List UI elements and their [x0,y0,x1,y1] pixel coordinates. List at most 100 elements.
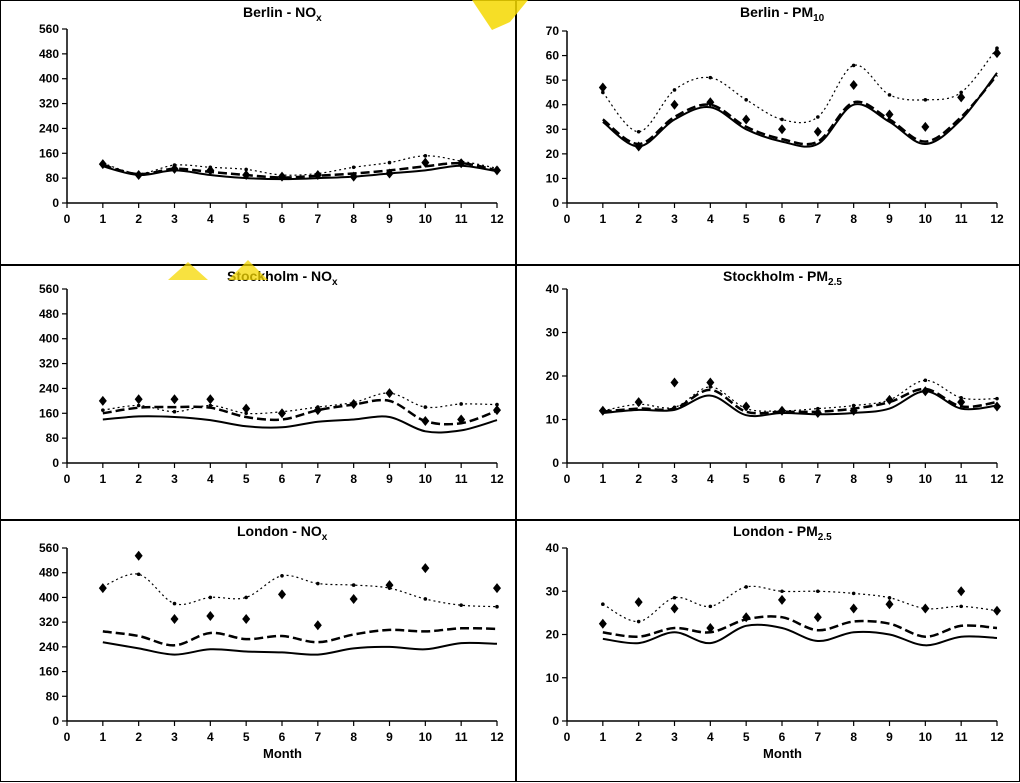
data-point-marker [493,405,501,416]
x-tick-label: 2 [635,730,642,744]
series-point-dotted [672,88,677,92]
series-point-dotted [708,75,713,80]
x-tick-label: 10 [419,472,433,486]
x-tick-label: 8 [850,212,857,226]
x-tick-label: 8 [350,730,357,744]
data-point-marker [385,580,394,591]
series-point-dotted [744,98,748,102]
chart-title-text: Berlin - NO [243,4,317,20]
x-tick-label: 4 [207,212,214,226]
x-tick-label: 4 [707,472,714,486]
y-tick-label: 560 [39,282,59,296]
y-tick-label: 240 [39,640,59,654]
x-axis-label: Month [263,746,302,761]
series-point-dotted [851,591,856,596]
chart-title-text: London - PM [733,523,818,539]
chart-panel-4: 0 80 160 240 320 400 480 560 0 1 2 3 4 5 6 7 8 9 10 11 12 Lon… [0,520,516,782]
series-point-dotted [708,604,713,609]
chart-panel-1: 0 10 20 30 40 50 60 70 0 1 2 3 4 5 6 7 8 9 10 11 12 Berlin - … [516,0,1020,265]
data-point-marker [206,165,215,176]
x-tick-label: 5 [243,212,250,226]
data-point-marker [170,394,179,405]
data-point-marker [349,398,358,409]
series-point-dotted [495,402,499,407]
x-tick-label: 12 [490,730,504,744]
data-point-marker [385,388,394,399]
y-tick-label: 30 [546,122,560,136]
series-point-dotted [672,405,677,410]
x-tick-label: 3 [671,212,678,226]
series-line-dotted [102,392,498,415]
series-point-dotted [351,165,356,170]
chart-title-subscript: 2.5 [817,531,832,543]
chart-title-subscript: 2.5 [828,276,842,288]
y-tick-label: 40 [546,98,560,112]
data-point-marker [813,407,822,418]
x-tick-label: 5 [243,730,250,744]
x-tick-label: 7 [814,212,821,226]
data-point-marker [634,397,643,408]
x-tick-label: 1 [599,472,606,486]
series-line-dotted [602,379,998,412]
series-point-dotted [136,403,141,408]
series-line-solid [102,164,498,181]
data-point-marker [598,82,607,93]
data-point-marker [98,395,107,406]
x-tick-label: 4 [207,730,214,744]
y-tick-label: 30 [546,584,560,598]
y-tick-label: 160 [39,406,59,420]
data-point-marker [457,158,466,169]
x-tick-label: 4 [207,472,214,486]
data-point-marker [242,614,251,625]
series-line-solid [102,641,498,656]
y-tick-label: 320 [39,615,59,629]
x-tick-label: 0 [64,212,71,226]
y-tick-label: 10 [546,413,560,427]
series-point-dotted [780,117,784,122]
x-tick-label: 10 [919,472,933,486]
x-tick-label: 2 [135,212,142,226]
x-tick-label: 7 [814,472,821,486]
data-point-marker [993,401,1001,412]
series-point-dotted [387,160,392,165]
data-point-marker [813,126,822,137]
series-line-dashed [602,74,998,146]
series-point-dotted [851,403,856,408]
data-point-marker [921,603,930,614]
data-point-marker [242,170,251,181]
y-tick-label: 80 [46,431,60,445]
y-tick-label: 160 [39,665,59,679]
x-tick-label: 4 [707,212,714,226]
chart-panel-0: 0 80 160 240 320 400 480 560 0 1 2 3 4 5 6 7 8 9 10 11 12 Ber… [0,0,516,265]
x-tick-label: 3 [171,472,178,486]
chart-title: Stockholm - NOx [227,268,338,288]
data-point-marker [493,583,501,594]
series-point-dotted [459,603,463,607]
y-tick-label: 0 [552,714,559,728]
y-tick-label: 70 [546,24,560,38]
x-tick-label: 12 [990,730,1004,744]
x-tick-label: 7 [814,730,821,744]
x-tick-label: 7 [314,212,321,226]
data-point-marker [385,168,394,179]
data-point-marker [457,414,466,425]
x-tick-label: 3 [671,730,678,744]
x-tick-label: 8 [850,472,857,486]
x-tick-label: 3 [171,730,178,744]
data-point-marker [313,170,322,181]
x-tick-label: 2 [635,212,642,226]
x-tick-label: 0 [564,730,571,744]
data-point-marker [278,408,286,419]
x-tick-label: 12 [990,212,1004,226]
series-line-dotted [602,47,998,133]
series-line-dashed [102,626,498,647]
data-point-marker [598,618,607,629]
y-tick-label: 80 [46,689,60,703]
data-point-marker [278,589,286,600]
series-line-solid [602,623,998,647]
data-point-marker [206,610,215,621]
series-point-dotted [923,98,928,102]
x-tick-label: 9 [886,472,893,486]
